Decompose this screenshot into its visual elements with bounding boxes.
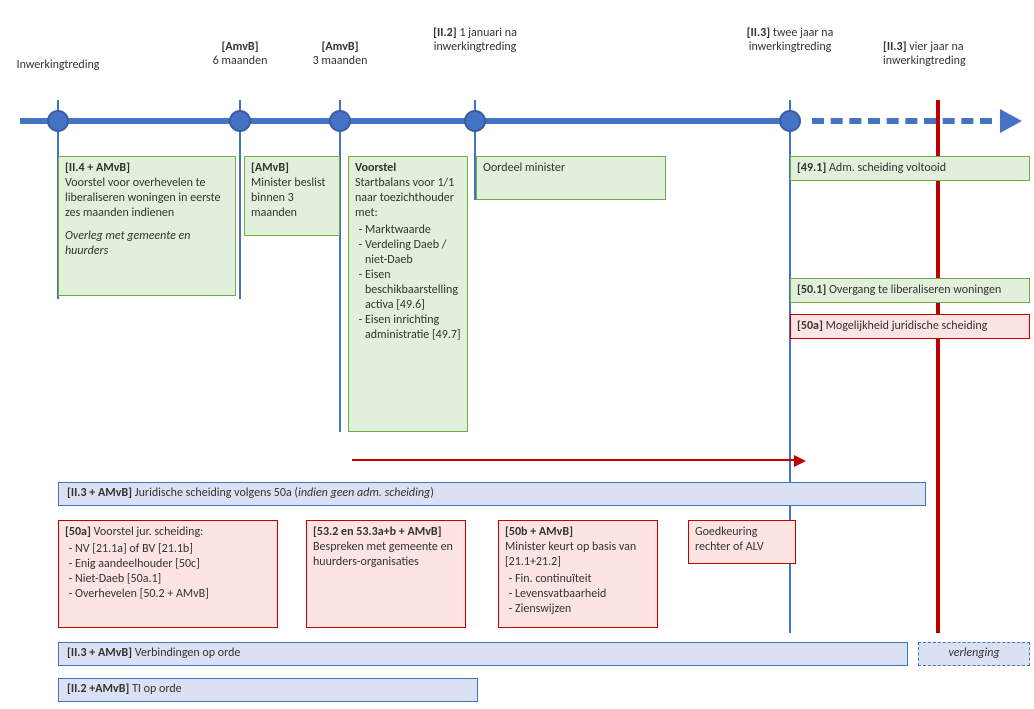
milestone-3-node-icon [464, 110, 486, 132]
red-box-3-body: Goedkeuring rechter of ALV [695, 525, 789, 555]
red-box-0-list: NV [21.1a] of BV [21.1b]Enig aandeelhoud… [65, 542, 271, 602]
milestone-4-node-icon [779, 110, 801, 132]
milestone-2-label-top: [AmvB] [275, 40, 405, 54]
timeline-axis-dashed [812, 118, 992, 124]
red-box-1-body: Bespreken met gemeente en huurders-organ… [313, 540, 459, 570]
blue-dash-bar-text: verlenging [948, 646, 999, 660]
red-box-2-list: Fin. continuïteitLevensvatbaarheidZiensw… [505, 572, 651, 617]
milestone-4-label: [II.3] twee jaar nainwerkingtreding [715, 26, 865, 55]
milestone-0-label-top: Inwerkingtreding [0, 58, 123, 72]
red-box-2-list-item-2: Zienswijzen [515, 602, 651, 617]
blue-dash-bar: verlenging [918, 642, 1030, 666]
blue-bar-1-text: Verbindingen op orde [135, 646, 241, 660]
green-box-5-head: [50.1] [797, 283, 826, 297]
blue-bar-0-text: Juridische scheiding volgens 50a ( [135, 486, 298, 500]
green-box-4-body: Adm. scheiding voltooid [829, 161, 946, 175]
red-box-2-list-item-0: Fin. continuïteit [515, 572, 651, 587]
timeline-arrowhead-icon [1000, 109, 1022, 133]
milestone-3-label-sub: inwerkingtreding [410, 40, 540, 54]
red-box-0-head: [50a] Voorstel jur. scheiding: [65, 525, 271, 540]
green-box-0-body: Voorstel voor overhevelen te liberaliser… [65, 176, 229, 221]
green-box-1-body: Minister beslist binnen 3 maanden [251, 176, 333, 221]
green-box-2-list-item-0: Marktwaarde [365, 223, 461, 238]
green-box-5: [50.1] Overgang te liberaliseren woninge… [790, 278, 1030, 303]
green-box-3: Oordeel minister [476, 156, 666, 200]
green-box-1-head: [AMvB] [251, 161, 333, 176]
milestone-4-label-sub: inwerkingtreding [715, 40, 865, 54]
red-box-2-head: [50b + AMvB] [505, 525, 651, 540]
milestone-0-label: Inwerkingtreding [0, 58, 123, 72]
green-box-2-list: MarktwaardeVerdeling Daeb / niet-DaebEis… [355, 223, 461, 343]
red-box-1-head: [53.2 en 53.3a+b + AMvB] [313, 525, 459, 540]
green-box-0: [II.4 + AMvB]Voorstel voor overhevelen t… [58, 156, 236, 296]
red-box-0: [50a] Voorstel jur. scheiding: NV [21.1a]… [58, 520, 278, 628]
red-box-3: Goedkeuring rechter of ALV [688, 520, 796, 564]
milestone-2-dropline [339, 100, 341, 432]
red-box-1: [53.2 en 53.3a+b + AMvB]Bespreken met ge… [306, 520, 466, 628]
red-box-0-list-item-1: Enig aandeelhouder [50c] [75, 557, 271, 572]
green-box-2-list-item-1: Verdeling Daeb / niet-Daeb [365, 238, 461, 268]
green-box-4-head: [49.1] [797, 161, 826, 175]
milestone-3-label-top: [II.2] 1 januari na [410, 26, 540, 40]
milestone-2-label: [AmvB] 3 maanden [275, 40, 405, 69]
blue-bar-0-italic: indien geen adm. scheiding [298, 486, 430, 500]
green-box-2-head: Voorstel [355, 161, 461, 176]
green-box-0-head: [II.4 + AMvB] [65, 161, 229, 176]
milestone-0-node-icon [47, 110, 69, 132]
red-right-box: [50a] Mogelijkheid juridische scheiding [790, 314, 1030, 339]
red-right-box-body: Mogelijkheid juridische scheiding [826, 319, 988, 333]
red-box-2-list-item-1: Levensvatbaarheid [515, 587, 651, 602]
milestone-2-label-sub: 3 maanden [275, 54, 405, 68]
milestone-3-label: [II.2] 1 januari nainwerkingtreding [410, 26, 540, 55]
juridische-arrow-icon [352, 459, 794, 461]
green-box-2-list-item-2: Eisen beschikbaarstelling activa [49.6] [365, 268, 461, 313]
green-box-2: VoorstelStartbalans voor 1/1 naar toezic… [348, 156, 468, 432]
blue-bar-2-text: TI op orde [132, 682, 182, 696]
green-box-5-body: Overgang te liberaliseren woningen [829, 283, 1001, 297]
red-box-2-body: Minister keurt op basis van [21.1+21.2] [505, 540, 651, 570]
blue-bar-1: [II.3 + AMvB] Verbindingen op orde [58, 642, 908, 666]
red-milestone-label: [II.3] vier jaar na inwerkingtreding [883, 40, 1013, 69]
milestone-1-node-icon [229, 110, 251, 132]
green-box-2-body: Startbalans voor 1/1 naar toezichthouder… [355, 176, 461, 221]
red-box-0-list-item-2: Niet-Daeb [50a.1] [75, 572, 271, 587]
red-right-box-head: [50a] [797, 319, 823, 333]
green-box-3-body: Oordeel minister [483, 161, 659, 176]
blue-bar-2: [II.2 +AMvB] TI op orde [58, 678, 478, 702]
blue-bar-0-text-b: ) [430, 486, 434, 500]
blue-bar-1-head: [II.3 + AMvB] [67, 646, 132, 660]
green-box-2-list-item-3: Eisen inrichting administratie [49.7] [365, 313, 461, 343]
timeline-axis-solid [20, 118, 800, 124]
red-box-0-list-item-3: Overhevelen [50.2 + AMvB] [75, 587, 271, 602]
green-box-0-italic: Overleg met gemeente en huurders [65, 229, 229, 259]
milestone-4-label-top: [II.3] twee jaar na [715, 26, 865, 40]
milestone-2-node-icon [329, 110, 351, 132]
green-box-1: [AMvB]Minister beslist binnen 3 maanden [244, 156, 340, 236]
red-box-0-list-item-0: NV [21.1a] of BV [21.1b] [75, 542, 271, 557]
blue-bar-0: [II.3 + AMvB] Juridische scheiding volge… [58, 482, 926, 506]
red-milestone-label-top: [II.3] vier jaar na [883, 40, 1013, 54]
red-milestone-label-sub: inwerkingtreding [883, 54, 1013, 68]
blue-bar-0-head: [II.3 + AMvB] [67, 486, 132, 500]
blue-bar-2-head: [II.2 +AMvB] [67, 682, 129, 696]
green-box-4: [49.1] Adm. scheiding voltooid [790, 156, 1030, 181]
red-box-2: [50b + AMvB]Minister keurt op basis van … [498, 520, 658, 628]
